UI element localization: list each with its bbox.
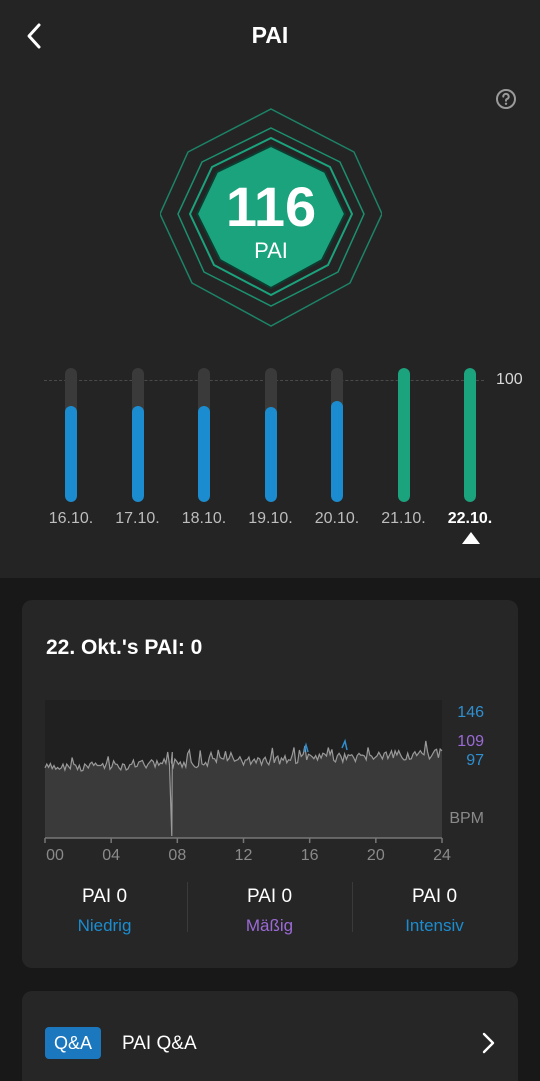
qa-card[interactable]: Q&A PAI Q&A	[22, 991, 518, 1081]
day-bar-track	[198, 368, 210, 502]
chart-x-tick-label: 20	[367, 847, 385, 864]
chart-zone-label: 97	[466, 752, 484, 769]
day-bar-label: 18.10.	[181, 510, 227, 527]
day-bar-track	[131, 368, 144, 502]
heart-rate-peak	[341, 738, 348, 751]
app-header: PAI	[0, 0, 540, 72]
day-bar-track	[264, 368, 277, 502]
level-low-value: PAI 0	[81, 886, 128, 907]
reference-line	[44, 380, 484, 381]
day-bar-fill	[65, 406, 77, 502]
day-bar-21-10[interactable]: 21.10.	[369, 368, 439, 548]
level-low: PAI 0 Niedrig	[22, 882, 187, 936]
day-bar-19-10[interactable]: 19.10.	[236, 368, 306, 548]
day-bar-fill	[131, 406, 144, 502]
chart-zone-label: 146	[457, 704, 484, 721]
reference-label: 100	[496, 371, 523, 388]
pai-score-value: 116	[225, 175, 317, 238]
chart-x-tick-label: 24	[433, 847, 451, 864]
day-bar-fill	[464, 368, 476, 502]
day-bar-label: 19.10.	[248, 510, 293, 527]
day-pai-card: 22. Okt.'s PAI: 0 00 04 08 12 16 20 24 146 109 97…	[22, 600, 518, 968]
question-circle-icon	[496, 89, 516, 109]
day-pai-title: 22. Okt.'s PAI: 0	[46, 636, 203, 659]
selected-day-marker	[462, 532, 480, 544]
day-bar-label: 21.10.	[381, 510, 426, 527]
chart-zone-label: 109	[457, 733, 484, 750]
chart-unit-label: BPM	[449, 810, 484, 827]
day-bar-track	[331, 368, 343, 502]
heart-rate-svg: 00 04 08 12 16 20 24 146 109 97 BPM	[44, 700, 484, 864]
day-bar-track	[397, 368, 410, 502]
page-title: PAI	[251, 22, 289, 48]
heart-rate-chart: 00 04 08 12 16 20 24 146 109 97 BPM	[22, 690, 518, 870]
day-bar-track	[464, 368, 476, 502]
level-moderate: PAI 0 Mäßig	[187, 882, 352, 936]
day-bar-track	[65, 368, 77, 502]
day-bar-fill	[331, 401, 343, 502]
day-bar-label: 16.10.	[48, 510, 94, 527]
help-button[interactable]	[494, 87, 518, 111]
level-intense-value: PAI 0	[411, 886, 458, 907]
day-bar-label: 22.10.	[447, 510, 493, 527]
chart-x-tick-label: 04	[102, 847, 120, 864]
day-bar-16-10[interactable]: 16.10.	[36, 368, 106, 548]
chart-x-tick-label: 00	[46, 847, 64, 864]
day-bar-20-10[interactable]: 20.10.	[302, 368, 372, 548]
day-bar-label: 20.10.	[314, 510, 360, 527]
chevron-right-icon	[482, 1032, 495, 1054]
chart-x-tick-label: 08	[168, 847, 186, 864]
back-button[interactable]	[14, 16, 54, 56]
qa-label: PAI Q&A	[122, 1033, 197, 1054]
pai-score-unit: PAI	[254, 238, 288, 263]
level-intense-name: Intensiv	[405, 916, 464, 935]
weekly-pai-bars: 100 16.10. 17.10. 18.10. 19.10. 20.10. 21.10.…	[0, 360, 540, 560]
chart-x-tick-label: 12	[235, 847, 253, 864]
heart-rate-line	[44, 740, 443, 837]
day-bar-fill	[198, 406, 210, 502]
heart-rate-peak	[303, 742, 309, 753]
day-bar-22-10[interactable]: 22.10.	[435, 368, 505, 548]
level-divider	[352, 882, 353, 932]
pai-score-badge: 116 PAI	[159, 106, 383, 328]
day-bar-18-10[interactable]: 18.10.	[169, 368, 239, 548]
level-low-name: Niedrig	[77, 916, 132, 935]
day-bar-17-10[interactable]: 17.10.	[103, 368, 173, 548]
day-bar-fill	[397, 368, 410, 502]
chevron-left-icon	[27, 23, 41, 49]
day-bar-label: 17.10.	[115, 510, 160, 527]
level-moderate-name: Mäßig	[245, 916, 294, 935]
qa-badge: Q&A	[45, 1027, 101, 1059]
level-intense: PAI 0 Intensiv	[352, 882, 517, 936]
pai-intensity-levels: PAI 0 Niedrig PAI 0 Mäßig PAI 0 Intensiv	[22, 882, 518, 952]
level-divider	[187, 882, 188, 932]
level-moderate-value: PAI 0	[246, 886, 293, 907]
day-bar-fill	[264, 407, 277, 502]
hexagon-badge-icon	[159, 108, 383, 327]
chart-x-tick-label: 16	[301, 847, 319, 864]
